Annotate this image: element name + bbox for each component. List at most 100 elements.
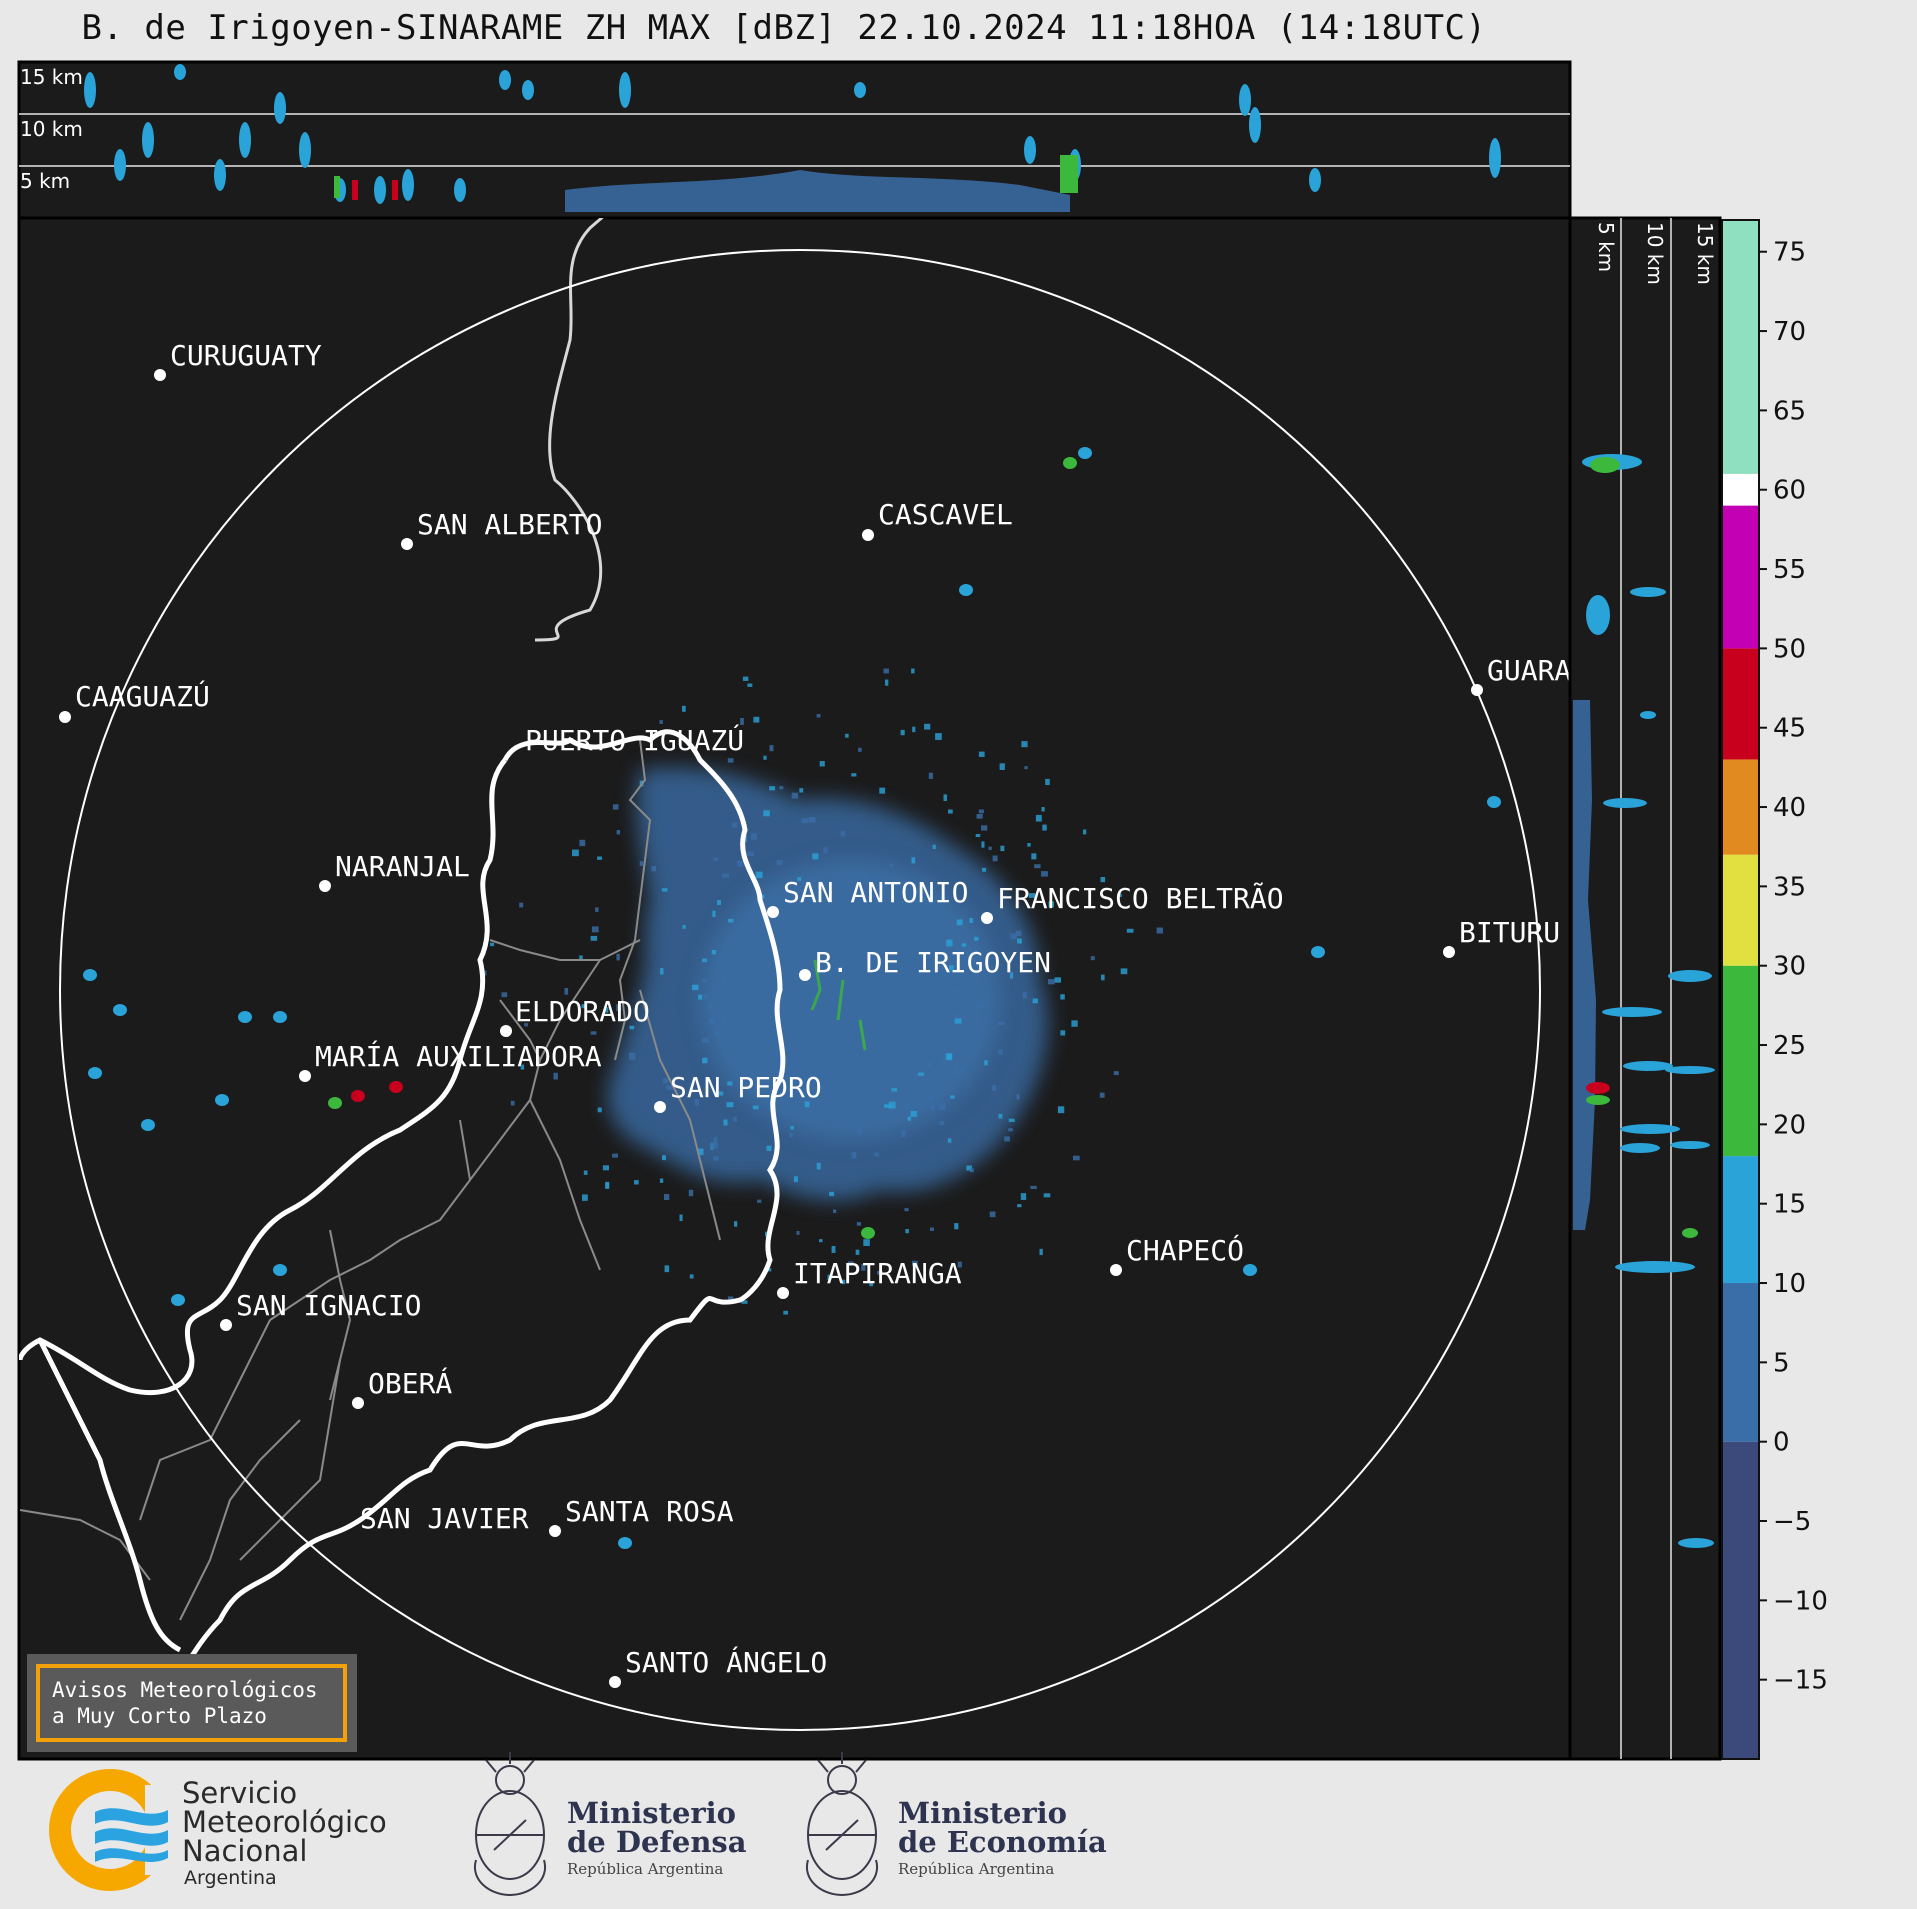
top-echo-cell bbox=[142, 122, 154, 158]
right-echo-cell bbox=[1586, 1095, 1610, 1105]
echo-speck bbox=[1017, 1204, 1022, 1208]
colorbar-frame bbox=[1721, 219, 1760, 1760]
colorbar-band bbox=[1722, 648, 1759, 760]
echo-speck bbox=[776, 860, 783, 866]
paraguay-brazil-border bbox=[534, 218, 604, 642]
smn-logo-wave2 bbox=[95, 1828, 168, 1846]
city-label-b-de-irigoyen: B. DE IRIGOYEN bbox=[815, 946, 1051, 979]
city-label-guara: GUARA bbox=[1487, 654, 1571, 687]
echo-speck bbox=[710, 1142, 718, 1149]
echo-speck bbox=[827, 1274, 832, 1281]
echo-speck bbox=[816, 1162, 821, 1170]
echo-speck bbox=[831, 1246, 836, 1253]
echo-cell bbox=[273, 1011, 287, 1023]
colorbar-band bbox=[1722, 854, 1759, 966]
warning-box[interactable]: Avisos Meteorológicos a Muy Corto Plazo bbox=[27, 1654, 357, 1752]
echo-speck bbox=[861, 1264, 866, 1271]
echo-speck bbox=[520, 1064, 525, 1070]
echo-speck bbox=[713, 857, 718, 861]
echo-speck bbox=[732, 1116, 738, 1122]
colorbar-tick-label: 55 bbox=[1773, 555, 1806, 585]
echo-speck bbox=[1099, 1092, 1105, 1098]
warning-box-line1: Avisos Meteorológicos bbox=[52, 1678, 318, 1702]
colorbar-band bbox=[1722, 473, 1759, 506]
echo-speck bbox=[841, 1279, 846, 1285]
echo-cell bbox=[351, 1090, 365, 1102]
echo-speck bbox=[982, 867, 987, 872]
echo-speck bbox=[1120, 968, 1128, 975]
top-echo-red bbox=[392, 180, 398, 200]
echo-speck bbox=[883, 668, 889, 674]
echo-speck bbox=[819, 761, 825, 767]
echo-speck bbox=[989, 1211, 996, 1218]
echo-speck bbox=[889, 863, 894, 867]
right-echo-cell bbox=[1668, 970, 1712, 982]
echo-speck bbox=[1008, 1118, 1015, 1122]
city-label-san-ignacio: SAN IGNACIO bbox=[236, 1289, 421, 1322]
economia-logo-line1: Ministerio bbox=[898, 1796, 1067, 1830]
city-dot-chapeco bbox=[1110, 1264, 1122, 1276]
defensa-logo-line2: de Defensa bbox=[567, 1825, 747, 1859]
echo-speck bbox=[689, 1274, 694, 1279]
colorbar-tick-label: 40 bbox=[1773, 793, 1806, 823]
city-dot-curuguaty bbox=[154, 369, 166, 381]
colorbar-tick-label: 45 bbox=[1773, 714, 1806, 744]
echo-speck bbox=[564, 988, 569, 995]
echo-speck bbox=[591, 926, 599, 933]
echo-speck bbox=[869, 1283, 873, 1287]
right-echo-cell bbox=[1630, 587, 1666, 597]
echo-speck bbox=[659, 720, 663, 724]
echo-speck bbox=[616, 830, 621, 835]
echo-speck bbox=[579, 955, 583, 961]
echo-speck bbox=[662, 1078, 669, 1084]
echo-speck bbox=[863, 876, 870, 882]
echo-speck bbox=[991, 1085, 997, 1091]
echo-speck bbox=[605, 1182, 610, 1189]
echo-speck bbox=[781, 1110, 785, 1115]
city-label-bituru: BITURU bbox=[1459, 916, 1560, 949]
echo-speck bbox=[928, 1061, 932, 1068]
echo-speck bbox=[590, 935, 598, 941]
echo-speck bbox=[1041, 807, 1045, 812]
echo-speck bbox=[702, 1037, 710, 1044]
echo-speck bbox=[747, 683, 753, 687]
echo-speck bbox=[582, 1194, 588, 1201]
echo-speck bbox=[984, 1060, 988, 1066]
echo-speck bbox=[490, 942, 495, 947]
colorbar-tick-label: 5 bbox=[1773, 1348, 1790, 1378]
echo-speck bbox=[728, 1296, 734, 1300]
echo-speck bbox=[946, 939, 953, 947]
city-dot-b-de-irigoyen bbox=[799, 969, 811, 981]
city-label-naranjal: NARANJAL bbox=[335, 850, 470, 883]
echo-speck bbox=[1073, 1155, 1080, 1161]
echo-speck bbox=[1060, 994, 1065, 1000]
echo-speck bbox=[969, 1168, 974, 1173]
echo-speck bbox=[847, 1261, 854, 1266]
echo-speck bbox=[845, 733, 849, 738]
echo-speck bbox=[747, 851, 754, 856]
echo-speck bbox=[955, 1069, 959, 1076]
top-echo-band bbox=[565, 170, 1070, 212]
echo-speck bbox=[1041, 871, 1048, 877]
echo-speck bbox=[1071, 1020, 1078, 1027]
echo-speck bbox=[791, 792, 799, 799]
echo-speck bbox=[1083, 829, 1087, 835]
echo-speck bbox=[799, 788, 804, 793]
top-echo-cell bbox=[1489, 138, 1501, 178]
echo-speck bbox=[912, 726, 916, 733]
echo-speck bbox=[917, 1072, 924, 1076]
colorbar-tick-label: 25 bbox=[1773, 1031, 1806, 1061]
echo-speck bbox=[910, 1111, 917, 1117]
echo-speck bbox=[605, 1007, 609, 1013]
city-label-san-javier: SAN JAVIER bbox=[360, 1502, 529, 1535]
echo-speck bbox=[734, 1221, 738, 1227]
echo-speck bbox=[1020, 1193, 1027, 1200]
echo-speck bbox=[766, 1145, 772, 1151]
top-echo-red bbox=[352, 180, 358, 200]
colorbar-tick-label: 35 bbox=[1773, 872, 1806, 902]
echo-speck bbox=[928, 1094, 935, 1101]
city-dot-francisco-beltrao bbox=[981, 912, 993, 924]
echo-speck bbox=[519, 902, 524, 908]
echo-speck bbox=[742, 676, 749, 681]
echo-speck bbox=[750, 833, 758, 840]
